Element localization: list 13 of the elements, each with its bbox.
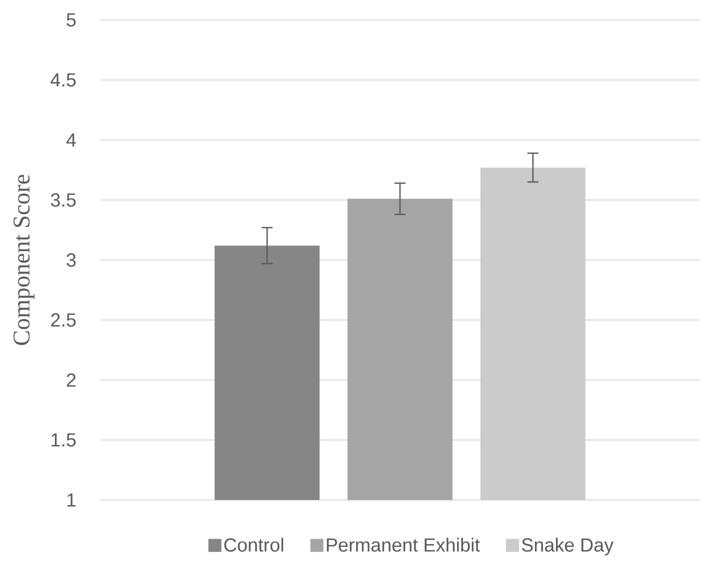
y-tick-label: 3 xyxy=(66,253,76,267)
y-tick-label: 2 xyxy=(66,373,76,387)
y-tick-label: 3.5 xyxy=(50,193,76,207)
y-tick-label: 1 xyxy=(67,493,76,507)
legend-label: Control xyxy=(224,538,284,552)
legend-label: Snake Day xyxy=(522,538,614,556)
y-tick-label: 4 xyxy=(66,133,76,147)
y-axis-title: Component Score xyxy=(14,174,34,346)
y-tick-label: 5 xyxy=(66,13,76,27)
y-tick-label: 4.5 xyxy=(50,73,76,87)
legend-label: Permanent Exhibit xyxy=(326,538,480,552)
y-tick-label: 2.5 xyxy=(51,313,76,327)
y-tick-label: 1.5 xyxy=(52,433,76,447)
